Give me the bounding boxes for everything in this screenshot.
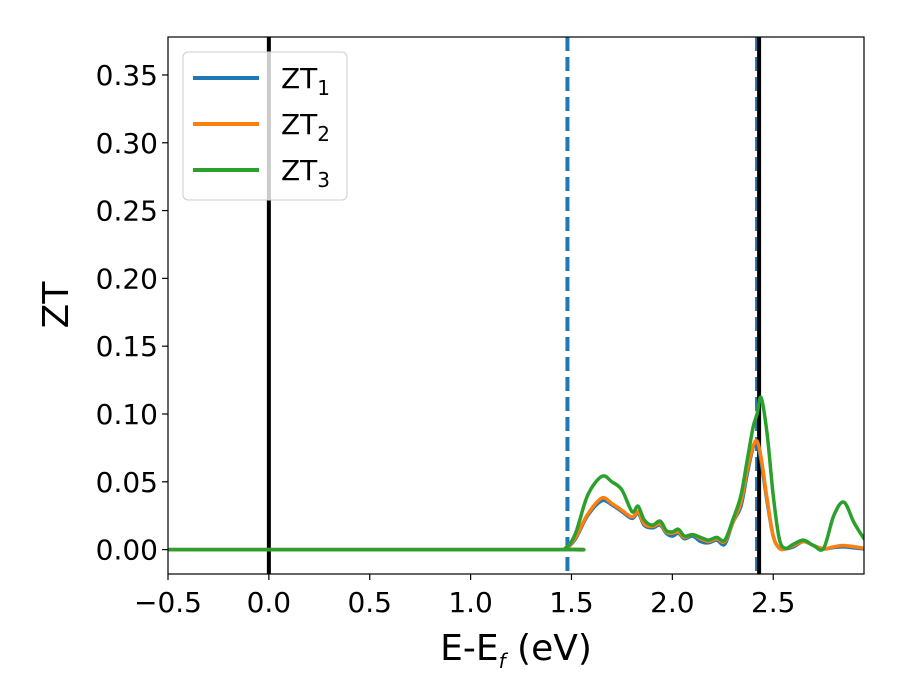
x-tick-label: −0.5: [134, 586, 202, 619]
x-axis-label: E-Ef (eV): [440, 628, 592, 673]
series-lines: [168, 395, 864, 552]
legend-box: [182, 51, 348, 201]
x-tick-label: 2.0: [650, 586, 695, 619]
x-tick-label: 0.5: [347, 586, 392, 619]
y-tick-label: 0.15: [96, 330, 158, 363]
x-axis-label-sub: f: [499, 649, 509, 673]
legend-label-zt3: ZT3: [281, 154, 330, 192]
plot-frame: [167, 36, 865, 575]
x-tick-label: 2.5: [751, 586, 796, 619]
legend-label-zt1: ZT1: [281, 62, 330, 100]
x-tick-label: 1.0: [448, 586, 493, 619]
y-tick-label: 0.00: [96, 534, 158, 567]
y-tick-label: 0.10: [96, 398, 158, 431]
x-axis-label-tail: (eV): [506, 628, 592, 669]
y-axis-label: ZT: [36, 281, 77, 329]
y-tick-label: 0.25: [96, 195, 158, 228]
x-tick-label: 0.0: [247, 586, 292, 619]
y-tick-label: 0.35: [96, 59, 158, 92]
y-tick-label: 0.05: [96, 466, 158, 499]
legend-label-zt2: ZT2: [281, 108, 330, 146]
x-tick-label: 1.5: [549, 586, 594, 619]
legend: ZT1 ZT2 ZT3: [182, 51, 348, 201]
series-line-zt3: [168, 395, 864, 552]
y-tick-label: 0.30: [96, 127, 158, 160]
x-axis-ticks: −0.5 0.0 0.5 1.0 1.5 2.0 2.5: [134, 574, 795, 619]
x-axis-label-main: E-E: [440, 628, 498, 669]
y-tick-label: 0.20: [96, 262, 158, 295]
y-axis-ticks: 0.00 0.05 0.10 0.15 0.20 0.25 0.30 0.35: [96, 59, 168, 567]
